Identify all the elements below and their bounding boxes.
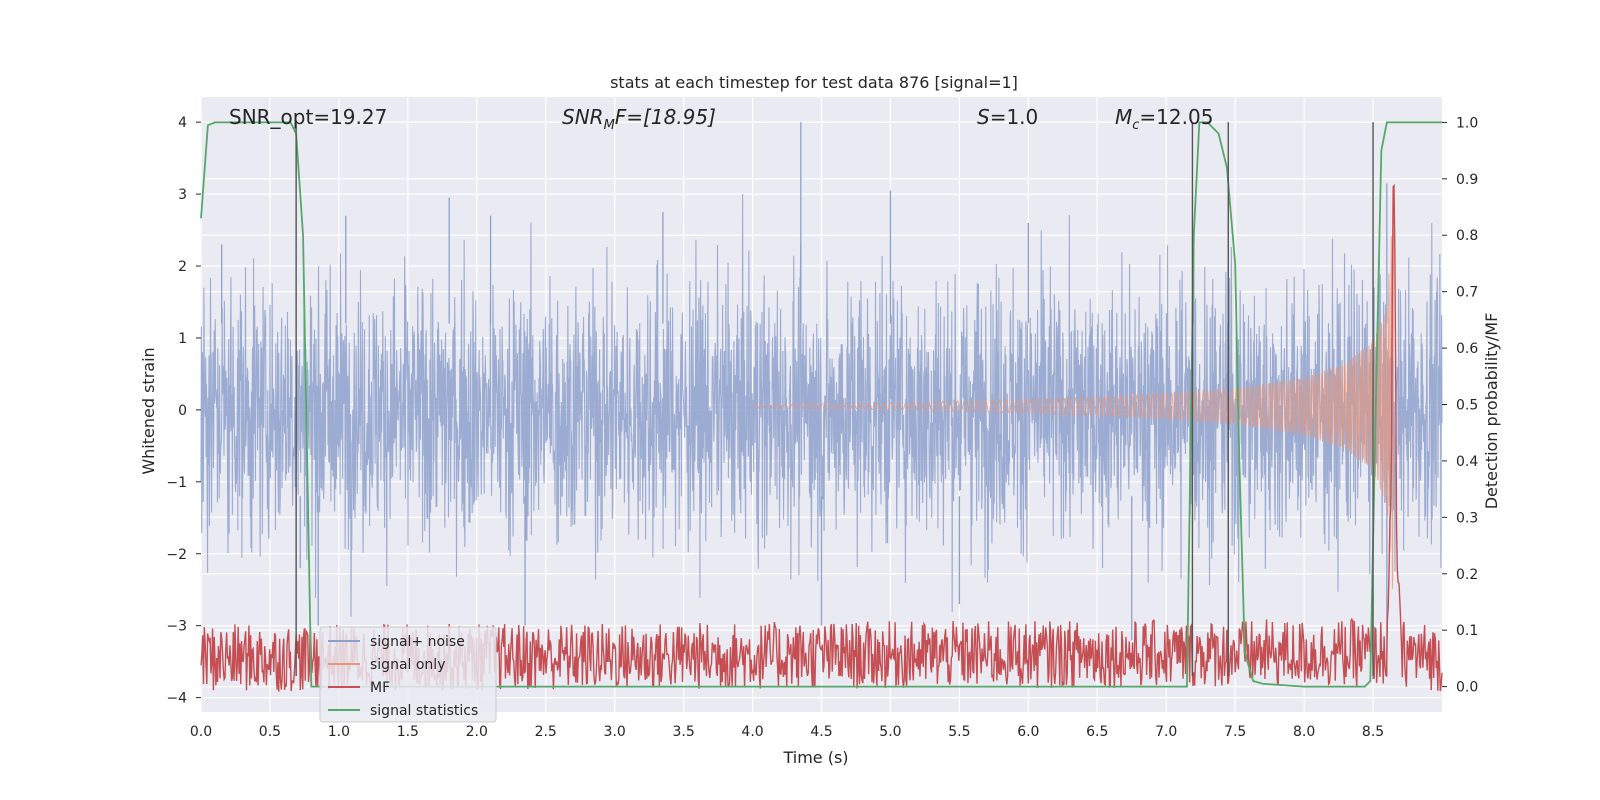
x-tick-label: 3.0 <box>604 724 626 740</box>
x-tick-label: 7.5 <box>1224 724 1246 740</box>
y-tick-label: −3 <box>166 619 187 635</box>
chart-title: stats at each timestep for test data 876… <box>610 73 1018 92</box>
x-tick-label: 5.0 <box>879 724 901 740</box>
y-tick-label: 0 <box>178 403 187 419</box>
x-tick-label: 8.5 <box>1362 724 1384 740</box>
legend-label-signal-noise: signal+ noise <box>370 634 465 650</box>
x-tick-label: 2.5 <box>535 724 557 740</box>
x-tick-label: 4.5 <box>810 724 832 740</box>
legend-label-signal-only: signal only <box>370 657 445 673</box>
y2-tick-label: 0.4 <box>1456 454 1478 470</box>
y2-tick-label: 0.2 <box>1456 567 1478 583</box>
y2-tick-label: 0.3 <box>1456 510 1478 526</box>
y-tick-label: 1 <box>178 331 187 347</box>
y2-tick-label: 0.0 <box>1456 680 1478 696</box>
x-tick-label: 0.5 <box>259 724 281 740</box>
y-axis-label: Whitened strain <box>139 347 158 474</box>
series-signal-noise-line <box>200 194 1443 617</box>
x-axis-label: Time (s) <box>782 748 848 767</box>
y-tick-label: −4 <box>166 691 187 707</box>
y2-tick-label: 0.9 <box>1456 172 1478 188</box>
legend-label-mf: MF <box>370 680 390 696</box>
y-axis-ticks: −4 −3 −2 −1 0 1 2 3 4 <box>166 115 201 707</box>
x-tick-label: 3.5 <box>672 724 694 740</box>
x-tick-label: 0.0 <box>190 724 212 740</box>
x-tick-label: 8.0 <box>1293 724 1315 740</box>
y2-axis-label: Detection probability/MF <box>1482 313 1501 510</box>
y-tick-label: −2 <box>166 547 187 563</box>
y2-tick-label: 0.1 <box>1456 623 1478 639</box>
y2-tick-label: 0.5 <box>1456 398 1478 414</box>
x-tick-label: 1.0 <box>328 724 350 740</box>
x-tick-label: 7.0 <box>1155 724 1177 740</box>
x-tick-label: 6.5 <box>1086 724 1108 740</box>
y2-tick-label: 0.7 <box>1456 285 1478 301</box>
vertical-markers <box>295 122 1374 677</box>
y-tick-label: −1 <box>166 475 187 491</box>
y2-tick-label: 0.6 <box>1456 341 1478 357</box>
annotation-snr-opt: SNR_opt=19.27 <box>229 105 387 129</box>
x-axis-ticks: 0.0 0.5 1.0 1.5 2.0 2.5 3.0 3.5 4.0 4.5 5.0 5.5 6.0 6… <box>190 724 1384 740</box>
y-tick-label: 2 <box>178 259 187 275</box>
legend-box <box>319 626 497 723</box>
series-signal-only-line <box>752 199 1395 589</box>
x-tick-label: 4.0 <box>741 724 763 740</box>
y2-tick-label: 0.8 <box>1456 228 1478 244</box>
annotation-s: S=1.0 <box>977 105 1038 129</box>
y2-tick-label: 1.0 <box>1456 115 1478 131</box>
x-tick-label: 1.5 <box>397 724 419 740</box>
x-tick-label: 6.0 <box>1017 724 1039 740</box>
annotation-mc: Mc=12.05 <box>1115 105 1213 133</box>
y-tick-label: 4 <box>178 115 187 131</box>
y2-axis-ticks: 0.0 0.1 0.2 0.3 0.4 0.5 0.6 0.7 0.8 0.9 1.0 <box>1442 115 1478 696</box>
annotation-snr-mf: SNRMF=[18.95] <box>562 105 716 133</box>
legend: signal+ noise signal only MF signal stat… <box>319 626 497 723</box>
x-tick-label: 5.5 <box>948 724 970 740</box>
y-tick-label: 3 <box>178 187 187 203</box>
x-tick-label: 2.0 <box>466 724 488 740</box>
legend-label-signal-statistics: signal statistics <box>370 703 478 719</box>
